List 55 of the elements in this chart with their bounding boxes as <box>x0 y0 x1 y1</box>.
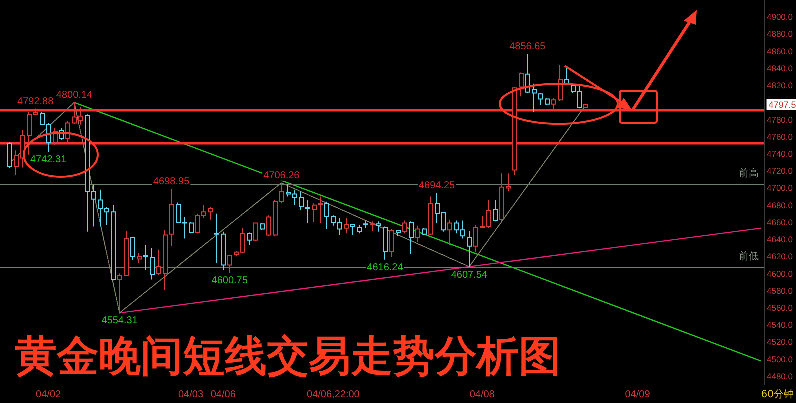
candlestick <box>169 188 174 247</box>
y-tick-label: 4700.0 <box>767 183 794 194</box>
annotation: 4600.75 <box>212 276 248 287</box>
annotation: 4698.95 <box>154 176 190 188</box>
ref-line-label: 前高 <box>739 167 759 180</box>
y-tick-label: 4840.0 <box>767 63 794 74</box>
y-tick-label: 4540.0 <box>767 320 794 330</box>
x-tick-label: 04/06 <box>210 390 236 400</box>
annotation: 4554.31 <box>102 315 138 326</box>
candlestick <box>305 200 310 224</box>
annotation: 4607.54 <box>451 270 488 281</box>
x-tick-label: 04/03 <box>178 390 204 400</box>
candlestick <box>7 142 12 170</box>
y-tick-label: 4500.0 <box>767 354 794 364</box>
y-tick-label: 4480.0 <box>767 371 794 382</box>
candlestick <box>506 173 511 192</box>
y-tick-label: 4740.0 <box>767 149 794 159</box>
annotation: 4797.5 <box>768 100 796 110</box>
x-tick-label: 04/02 <box>36 390 62 400</box>
y-tick-label: 4580.0 <box>767 286 794 296</box>
candlestick <box>208 206 213 220</box>
y-tick-label: 4600.0 <box>767 268 794 279</box>
candlestick <box>512 86 517 176</box>
candlestick <box>363 220 368 229</box>
ref-line-label: 前低 <box>739 250 759 262</box>
y-tick-label: 4660.0 <box>767 217 794 228</box>
x-tick-label: 04/08 <box>470 390 496 400</box>
y-tick-label: 4780.0 <box>767 114 794 125</box>
y-tick-label: 4520.0 <box>767 337 794 348</box>
annotation: 4694.25 <box>418 180 456 192</box>
annotation: 4706.26 <box>264 170 300 182</box>
x-tick-label: 04/06,22:00 <box>307 390 360 400</box>
y-tick-label: 4820.0 <box>767 80 794 91</box>
annotation: 4742.31 <box>30 154 68 166</box>
annotation: 4800.14 <box>56 90 93 102</box>
y-tick-label: 4680.0 <box>767 200 794 210</box>
y-tick-label: 4760.0 <box>767 132 794 142</box>
y-tick-label: 4880.0 <box>767 29 794 40</box>
annotation: 4616.24 <box>367 262 404 274</box>
annotation: 4856.65 <box>510 42 546 53</box>
y-tick-label: 4640.0 <box>767 234 794 245</box>
text: 黄金晚间短线交易走势分析图 <box>15 332 561 380</box>
x-tick-label: 04/09 <box>625 390 651 400</box>
y-tick-label: 4720.0 <box>767 166 794 176</box>
candlestick <box>163 230 168 291</box>
candlestick <box>357 224 362 234</box>
y-tick-label: 4620.0 <box>767 252 794 262</box>
y-tick-label: 4560.0 <box>767 303 794 313</box>
y-tick-label: 4900.0 <box>767 12 794 22</box>
y-tick-label: 4860.0 <box>767 46 794 56</box>
candlestick <box>312 203 317 223</box>
candlestick <box>214 213 219 264</box>
candlestick <box>299 191 304 211</box>
text: 60分钟 <box>761 388 794 400</box>
annotation: 4792.88 <box>18 96 54 108</box>
